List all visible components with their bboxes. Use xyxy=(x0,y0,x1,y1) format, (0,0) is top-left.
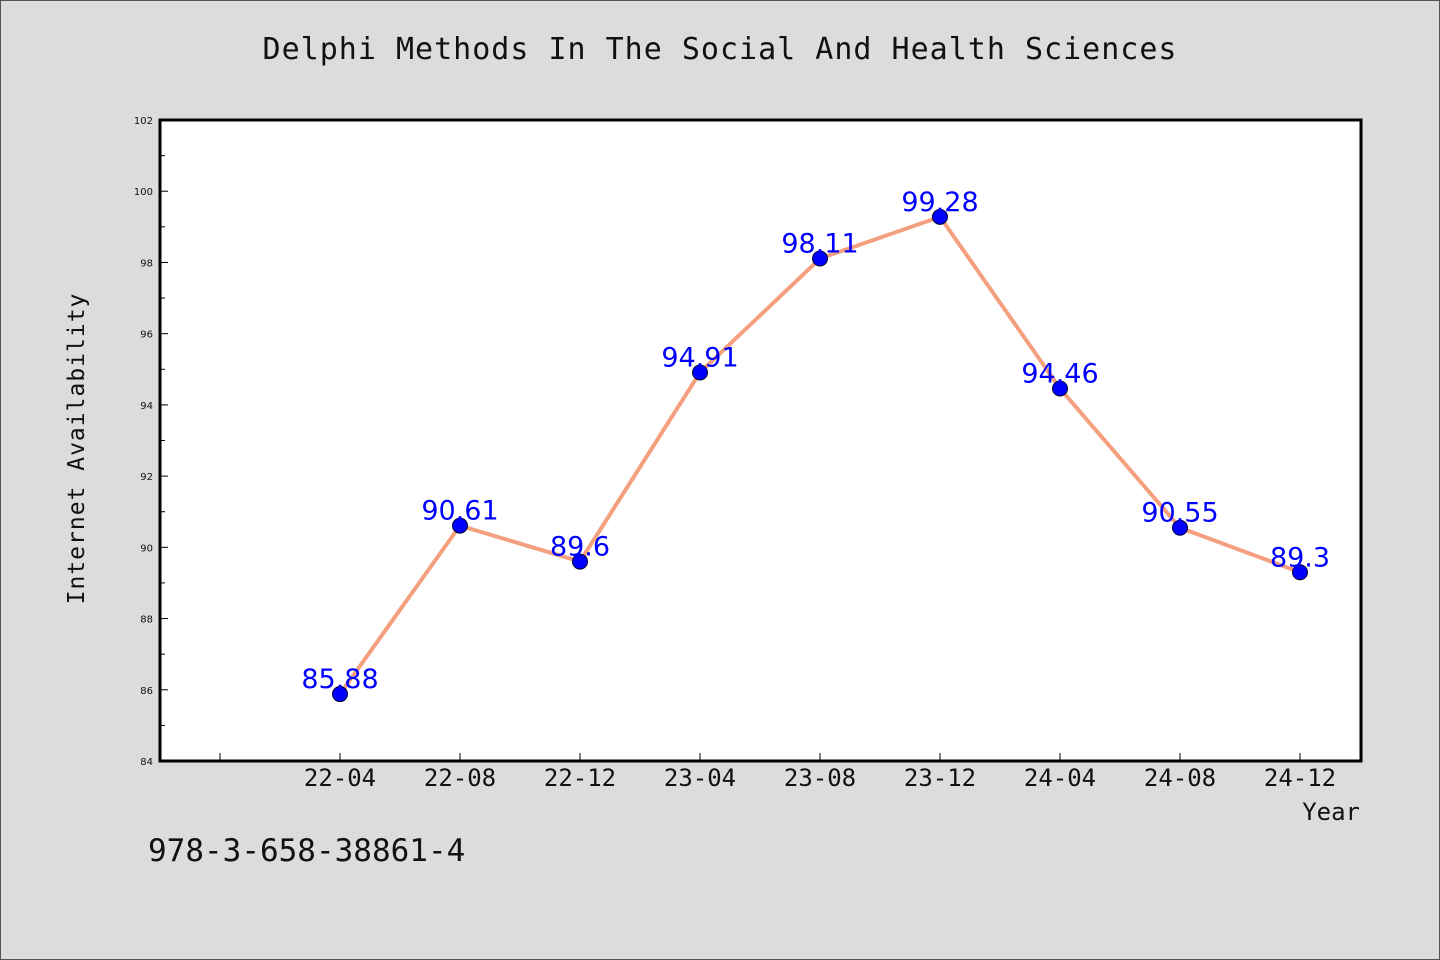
x-tick-label: 24-12 xyxy=(1264,764,1336,792)
data-label: 94.46 xyxy=(1021,359,1098,390)
y-tick-label: 100 xyxy=(134,187,153,198)
x-tick-label: 23-04 xyxy=(664,764,736,792)
x-axis-label: Year xyxy=(1302,798,1360,826)
y-tick-label: 86 xyxy=(140,686,153,697)
data-label: 90.55 xyxy=(1141,498,1218,529)
x-tick-label: 23-12 xyxy=(904,764,976,792)
data-point xyxy=(1052,380,1068,397)
y-axis-label: Internet Availability xyxy=(64,293,90,605)
data-label: 89.6 xyxy=(550,532,610,563)
x-tick-label: 24-04 xyxy=(1024,764,1096,792)
x-tick-label: 23-08 xyxy=(784,764,856,792)
data-point xyxy=(1292,564,1308,581)
data-point xyxy=(692,364,708,381)
y-tick-label: 84 xyxy=(140,757,153,768)
data-point xyxy=(452,517,468,534)
x-axis: 22-04 22-08 22-12 23-04 23-08 23-12 24-04 24-08… xyxy=(219,753,1336,792)
chart-title: Delphi Methods In The Social And Health … xyxy=(262,32,1178,67)
data-label: 85.88 xyxy=(301,664,378,695)
data-label: 89.3 xyxy=(1270,542,1330,573)
data-point xyxy=(332,686,348,703)
series-layer: 85.88 90.61 89.6 94.91 98.11 99.28 94.46 90.55 8… xyxy=(301,187,1330,703)
y-tick-label: 102 xyxy=(134,116,153,127)
data-label: 99.28 xyxy=(901,187,978,218)
isbn-label: 978-3-658-38861-4 xyxy=(148,833,466,869)
data-label: 98.11 xyxy=(781,229,858,260)
y-tick-label: 92 xyxy=(140,472,153,483)
x-tick-label: 22-12 xyxy=(544,764,616,792)
data-point xyxy=(1172,519,1188,536)
x-tick-label: 22-04 xyxy=(304,764,376,792)
data-point xyxy=(812,250,828,267)
x-tick-label: 24-08 xyxy=(1144,764,1216,792)
y-tick-label: 98 xyxy=(140,258,153,269)
data-label: 90.61 xyxy=(421,496,498,527)
y-tick-label: 96 xyxy=(140,330,153,341)
y-axis: 84 86 88 90 92 94 96 98 100 102 xyxy=(134,116,168,768)
data-point xyxy=(572,553,588,570)
x-tick-label: 22-08 xyxy=(424,764,496,792)
y-tick-label: 94 xyxy=(140,401,153,412)
y-tick-label: 88 xyxy=(140,615,153,626)
y-tick-label: 90 xyxy=(140,543,153,554)
data-label: 94.91 xyxy=(661,342,738,373)
data-point xyxy=(932,208,948,225)
plot-area xyxy=(158,118,1363,763)
